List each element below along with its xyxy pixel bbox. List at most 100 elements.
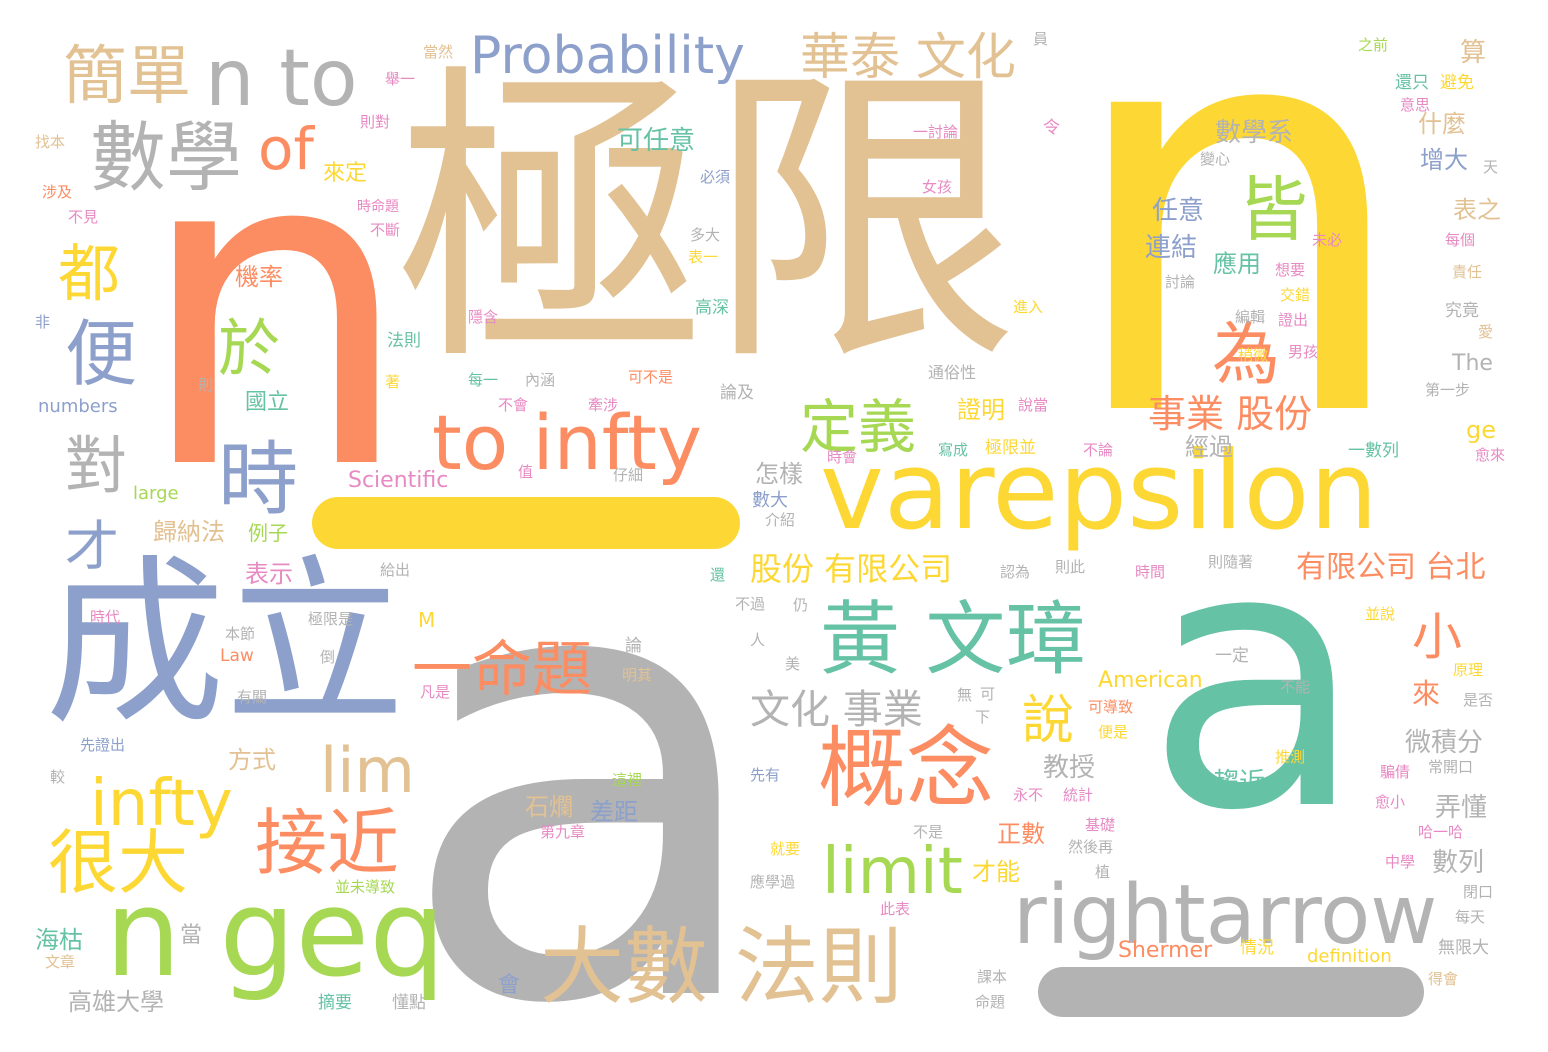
- word-shijian: 時間: [1135, 565, 1165, 580]
- word-mei: 美: [785, 657, 800, 672]
- word-gainian: 概念: [818, 725, 994, 813]
- word-bian: 便: [65, 318, 137, 390]
- word-m: M: [418, 610, 435, 630]
- word-zhe: 著: [385, 375, 400, 390]
- word-yi-taolun: 一討論: [913, 125, 958, 140]
- word-gufen-youxian: 股份 有限公司: [750, 553, 952, 585]
- word-shuodang: 說當: [1018, 398, 1048, 413]
- word-xianzhengchu: 先證出: [80, 738, 125, 753]
- word-shimingti: 時命題: [357, 200, 399, 214]
- word-kebushi: 可不是: [628, 370, 673, 385]
- word-shuda: 數大: [752, 492, 788, 510]
- word-jiaoshou: 教授: [1043, 755, 1095, 781]
- word-american: American: [1098, 670, 1203, 692]
- word-dangran: 當然: [423, 45, 453, 60]
- word-juyi: 舉一: [385, 72, 415, 87]
- word-geichu: 給出: [380, 563, 410, 578]
- word-zixi: 仔細: [613, 468, 643, 483]
- word-ranhouzai: 然後再: [1068, 840, 1113, 855]
- word-scientific: Scientific: [348, 470, 448, 492]
- word-tongsuxing: 通俗性: [928, 365, 976, 381]
- word-jie: 皆: [1238, 175, 1308, 245]
- word-bianji: 編輯: [1235, 310, 1265, 325]
- word-bushi: 不是: [913, 825, 943, 840]
- word-jiao: 較: [50, 770, 65, 785]
- word-kedaozhi: 可導致: [1088, 700, 1133, 715]
- word-shaowei: 稍微: [1238, 348, 1268, 363]
- word-bujian: 不見: [68, 210, 98, 225]
- word-numbers: numbers: [38, 398, 118, 416]
- word-faze-small: 法則: [387, 333, 421, 350]
- word-meiyi: 每一: [468, 373, 498, 388]
- word-zeren: 責任: [1452, 265, 1482, 280]
- word-buneng: 不能: [1280, 680, 1310, 695]
- word-ha-yi-ha: 哈一哈: [1418, 825, 1463, 840]
- word-probability: Probability: [470, 30, 745, 82]
- word-shuxue: 數學: [90, 120, 242, 196]
- word-limit: limit: [822, 840, 963, 904]
- word-dao: 倒: [320, 650, 335, 665]
- word-zhiqian: 之前: [1358, 38, 1388, 53]
- word-shi: 時: [218, 440, 298, 520]
- word-bingshuo: 並說: [1365, 607, 1395, 622]
- word-yuan: 員: [1033, 32, 1048, 47]
- word-bixu: 必須: [700, 170, 730, 185]
- word-dijiuzhang: 第九章: [540, 825, 585, 840]
- word-neihan: 內涵: [525, 373, 555, 388]
- word-dongdian: 懂點: [392, 995, 426, 1012]
- word-qianshe: 牽涉: [588, 398, 618, 413]
- word-jixian: 極限: [395, 65, 1019, 377]
- word-duoda: 多大: [690, 228, 720, 243]
- word-zeci: 則此: [1055, 560, 1085, 575]
- word-yongbu: 永不: [1013, 788, 1043, 803]
- word-lunji: 論及: [720, 385, 754, 402]
- word-renyi: 任意: [1152, 198, 1204, 224]
- word-tian: 天: [1483, 160, 1498, 175]
- word-changkaikou: 常開口: [1428, 760, 1473, 775]
- word-shenme: 什麼: [1418, 112, 1466, 136]
- word-yisi: 意思: [1400, 98, 1430, 113]
- word-chengli: 成立: [45, 555, 405, 735]
- word-nvhai: 女孩: [922, 180, 952, 195]
- word-xiecheng: 寫成: [938, 443, 968, 458]
- word-shuxuexi: 數學系: [1215, 120, 1293, 146]
- word-cibiao: 此表: [880, 902, 910, 917]
- word-lim: lim: [320, 740, 415, 802]
- word-law: Law: [220, 648, 254, 665]
- word-ke: 可: [980, 687, 995, 702]
- word-dang: 當: [180, 925, 202, 947]
- word-haizhi: 還只: [1395, 75, 1429, 92]
- word-definition: definition: [1307, 948, 1392, 966]
- word-dui: 對: [65, 435, 127, 497]
- word-shilan: 石爛: [525, 795, 573, 819]
- word-shuo: 說: [1022, 695, 1074, 747]
- word-ze: 則: [198, 378, 213, 393]
- word-weibi: 未必: [1312, 233, 1342, 248]
- word-of: of: [258, 120, 314, 178]
- word-qingkuang: 情況: [1240, 940, 1274, 957]
- word-fanshi: 凡是: [420, 685, 450, 700]
- word-jiaocuo: 交錯: [1280, 288, 1310, 303]
- word-lai: 來: [1412, 680, 1440, 708]
- word-zhengchu: 證出: [1278, 313, 1308, 328]
- word-jiejin: 接近: [255, 807, 399, 879]
- word-biaoshi: 表示: [245, 562, 293, 586]
- word-diyibu: 第一步: [1425, 383, 1470, 398]
- word-xia: 下: [975, 710, 990, 725]
- word-buguo: 不過: [735, 597, 765, 612]
- word-guinafa: 歸納法: [153, 520, 225, 544]
- word-wu: 無: [957, 688, 972, 703]
- word-jiandan: 簡單: [63, 45, 191, 109]
- word-the: The: [1452, 353, 1493, 375]
- word-shihui: 時會: [827, 450, 857, 465]
- word-bulun: 不論: [1083, 443, 1113, 458]
- word-yuxiao: 愈小: [1375, 795, 1405, 810]
- word-rightarrow: rightarrow: [1013, 875, 1437, 957]
- word-dingyi: 定義: [800, 398, 916, 456]
- word-shiye-gufen: 事業 股份: [1148, 395, 1312, 433]
- word-buduan: 不斷: [370, 223, 400, 238]
- word-ai: 愛: [1478, 325, 1493, 340]
- word-zhongxue: 中學: [1385, 855, 1415, 870]
- word-zesuizhe: 則隨著: [1208, 555, 1253, 570]
